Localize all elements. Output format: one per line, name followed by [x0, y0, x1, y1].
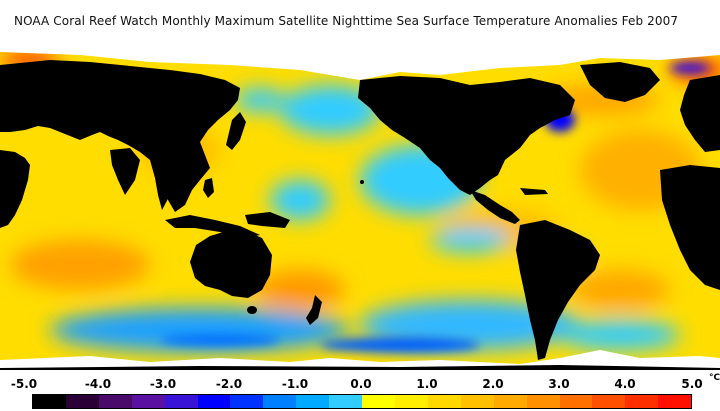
colorbar-tick: -5.0	[10, 377, 38, 391]
colorbar-swatch	[296, 395, 330, 408]
colorbar-swatch	[230, 395, 264, 408]
colorbar-tick: 0.0	[350, 377, 372, 391]
colorbar-swatch	[625, 395, 659, 408]
antarctica-landmass	[0, 365, 720, 370]
sea-ice-mask	[0, 40, 720, 370]
colorbar-swatch	[658, 395, 692, 408]
colorbar-swatch	[98, 395, 132, 408]
north-america-landmass	[358, 76, 575, 195]
colorbar-swatch	[131, 395, 165, 408]
india-landmass	[110, 148, 140, 195]
land-masses	[0, 60, 720, 370]
colorbar-unit: °C	[709, 373, 720, 383]
colorbar-swatch	[164, 395, 198, 408]
europe-landmass	[680, 75, 720, 152]
colorbar-swatch	[460, 395, 494, 408]
colorbar-swatch	[592, 395, 626, 408]
colorbar-tick: 4.0	[614, 377, 636, 391]
colorbar-swatch	[197, 395, 231, 408]
colorbar-swatch	[493, 395, 527, 408]
world-map	[0, 40, 720, 370]
colorbar-tick: -3.0	[149, 377, 177, 391]
colorbar-tick: 1.0	[416, 377, 438, 391]
colorbar-swatch	[526, 395, 560, 408]
colorbar-swatch	[427, 395, 461, 408]
colorbar-swatch	[329, 395, 363, 408]
southeast-asia-landmass	[150, 158, 175, 210]
colorbar-swatch	[65, 395, 99, 408]
colorbar-swatch	[263, 395, 297, 408]
eurasia-west-landmass	[0, 60, 240, 212]
colorbar-tick: -4.0	[84, 377, 112, 391]
colorbar-swatch	[559, 395, 593, 408]
africa-landmass	[0, 150, 30, 228]
map-title: NOAA Coral Reef Watch Monthly Maximum Sa…	[14, 14, 679, 28]
greenland-landmass	[580, 62, 660, 102]
central-america-landmass	[470, 190, 520, 224]
colorbar-tick: 5.0	[681, 377, 703, 391]
africa-east-landmass	[660, 165, 720, 290]
south-america-landmass	[516, 220, 600, 360]
colorbar-swatch	[394, 395, 428, 408]
temperature-colorbar	[32, 394, 692, 409]
colorbar-swatch	[362, 395, 395, 408]
colorbar-tick: 3.0	[548, 377, 570, 391]
new-guinea-island	[245, 212, 290, 228]
australia-landmass	[190, 230, 272, 298]
colorbar-swatch	[33, 395, 66, 408]
colorbar-tick-labels: -5.0 -4.0 -3.0 -2.0 -1.0 0.0 1.0 2.0 3.0…	[0, 377, 720, 393]
colorbar-tick: -2.0	[215, 377, 243, 391]
colorbar-tick: 2.0	[482, 377, 504, 391]
colorbar-tick: -1.0	[281, 377, 309, 391]
new-zealand-islands	[306, 295, 322, 325]
japan-islands	[226, 112, 246, 150]
